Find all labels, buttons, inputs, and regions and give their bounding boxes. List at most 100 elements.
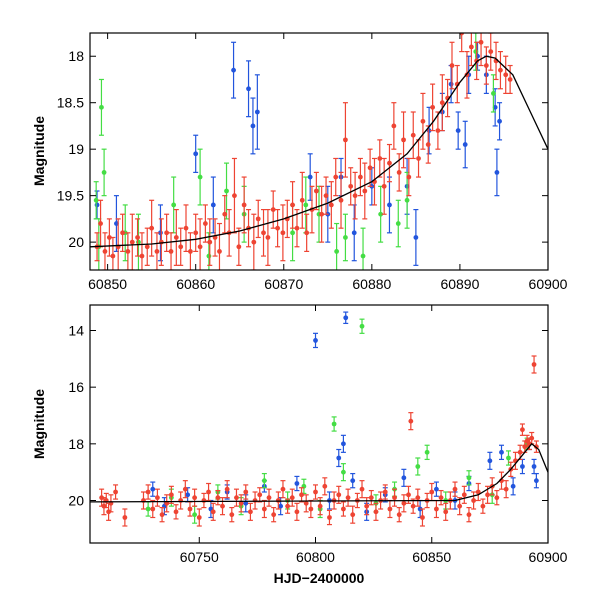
top-point-marker	[352, 193, 358, 199]
bottom-data-point	[519, 458, 525, 475]
top-point-marker	[430, 104, 436, 110]
bottom-point-marker	[220, 503, 225, 509]
bottom-y-tick-label: 14	[68, 323, 84, 339]
bottom-point-marker	[210, 509, 216, 515]
bottom-data-point	[261, 472, 267, 489]
bottom-data-point	[294, 502, 300, 521]
top-data-point	[360, 227, 366, 270]
top-point-marker	[490, 91, 496, 96]
bottom-point-marker	[248, 509, 253, 515]
bottom-point-marker	[336, 455, 342, 461]
bottom-data-point	[220, 497, 226, 516]
top-y-tick-label: 19.5	[57, 188, 84, 204]
bottom-point-marker	[229, 512, 235, 518]
bottom-point-marker	[480, 503, 486, 509]
bottom-point-marker	[494, 495, 500, 501]
bottom-model-curve	[90, 442, 548, 503]
bottom-point-marker	[350, 478, 356, 484]
top-point-marker	[483, 63, 489, 68]
top-data-point	[410, 111, 416, 160]
top-data-point	[135, 213, 141, 270]
top-point-marker	[494, 170, 500, 175]
top-point-marker	[164, 230, 170, 236]
top-point-marker	[270, 207, 276, 212]
top-point-marker	[232, 193, 237, 199]
top-point-marker	[313, 188, 319, 194]
top-data-point	[386, 143, 392, 183]
bottom-point-marker	[373, 509, 379, 515]
top-point-marker	[498, 67, 503, 73]
bottom-data-point	[331, 491, 337, 510]
top-x-tick-label: 60890	[440, 276, 479, 292]
top-point-marker	[178, 244, 184, 250]
bottom-point-marker	[443, 509, 449, 515]
top-point-marker	[378, 211, 384, 217]
top-point-marker	[391, 123, 397, 129]
bottom-point-marker	[461, 492, 467, 498]
top-data-point	[250, 97, 256, 155]
bottom-point-marker	[275, 498, 281, 503]
top-point-marker	[497, 118, 502, 124]
bottom-panel: 60750 60800 60850 60900 14 16 18 20 Magnitude H…	[31, 304, 568, 586]
bottom-data-point	[331, 416, 337, 432]
bottom-point-marker	[406, 492, 411, 498]
bottom-data-point	[192, 505, 198, 524]
bottom-data-point	[233, 488, 239, 507]
top-data-point	[280, 204, 286, 262]
top-point-marker	[303, 202, 309, 208]
bottom-data-point	[326, 509, 332, 526]
top-point-marker	[333, 174, 339, 180]
top-data-point	[413, 208, 419, 266]
top-point-marker	[136, 239, 141, 245]
top-data-point	[171, 176, 177, 234]
bottom-point-marker	[192, 512, 198, 518]
top-point-marker	[241, 202, 247, 208]
bottom-data-point	[108, 494, 114, 513]
bottom-point-marker	[424, 449, 430, 455]
top-y-axis-label: Magnitude	[31, 116, 47, 186]
bottom-point-marker	[168, 492, 174, 498]
bottom-point-marker	[434, 506, 439, 512]
top-point-marker	[449, 63, 455, 68]
top-point-marker	[139, 253, 145, 259]
top-point-marker	[377, 156, 383, 161]
bottom-data-point	[410, 498, 416, 514]
top-data-point	[334, 222, 340, 270]
bottom-point-marker	[341, 469, 346, 475]
bottom-data-point	[215, 489, 221, 506]
top-point-marker	[265, 235, 271, 240]
top-data-point	[197, 218, 203, 270]
top-data-point	[367, 148, 373, 187]
bottom-point-marker	[345, 495, 351, 501]
top-point-marker	[343, 235, 348, 240]
top-data-point	[404, 171, 410, 229]
bottom-data-point	[187, 501, 193, 517]
top-y-tick-label: 19	[68, 141, 84, 157]
top-point-marker	[98, 221, 103, 226]
bottom-data-point	[289, 488, 295, 507]
bottom-point-marker	[364, 503, 370, 509]
top-point-marker	[351, 230, 357, 236]
top-data-point	[395, 199, 401, 248]
bottom-data-point	[336, 485, 342, 504]
top-data-point	[357, 157, 363, 197]
bottom-data-point	[178, 491, 184, 510]
bottom-data-point	[350, 505, 356, 524]
top-point-marker	[236, 244, 242, 250]
bottom-point-marker	[252, 498, 258, 503]
bottom-data-point	[443, 502, 449, 521]
bottom-point-marker	[517, 449, 523, 455]
top-data-point	[265, 208, 271, 266]
top-point-marker	[94, 202, 100, 208]
bottom-point-marker	[294, 509, 300, 515]
bottom-data-point	[145, 484, 151, 500]
top-data-point	[294, 208, 300, 248]
bottom-data-point	[392, 488, 398, 507]
top-point-marker	[193, 151, 199, 157]
bottom-point-marker	[243, 489, 249, 495]
bottom-data-point	[229, 506, 235, 523]
bottom-point-marker	[415, 464, 421, 469]
bottom-data-point	[322, 477, 328, 496]
bottom-data-point	[433, 481, 439, 497]
bottom-plot-marks	[90, 311, 548, 527]
